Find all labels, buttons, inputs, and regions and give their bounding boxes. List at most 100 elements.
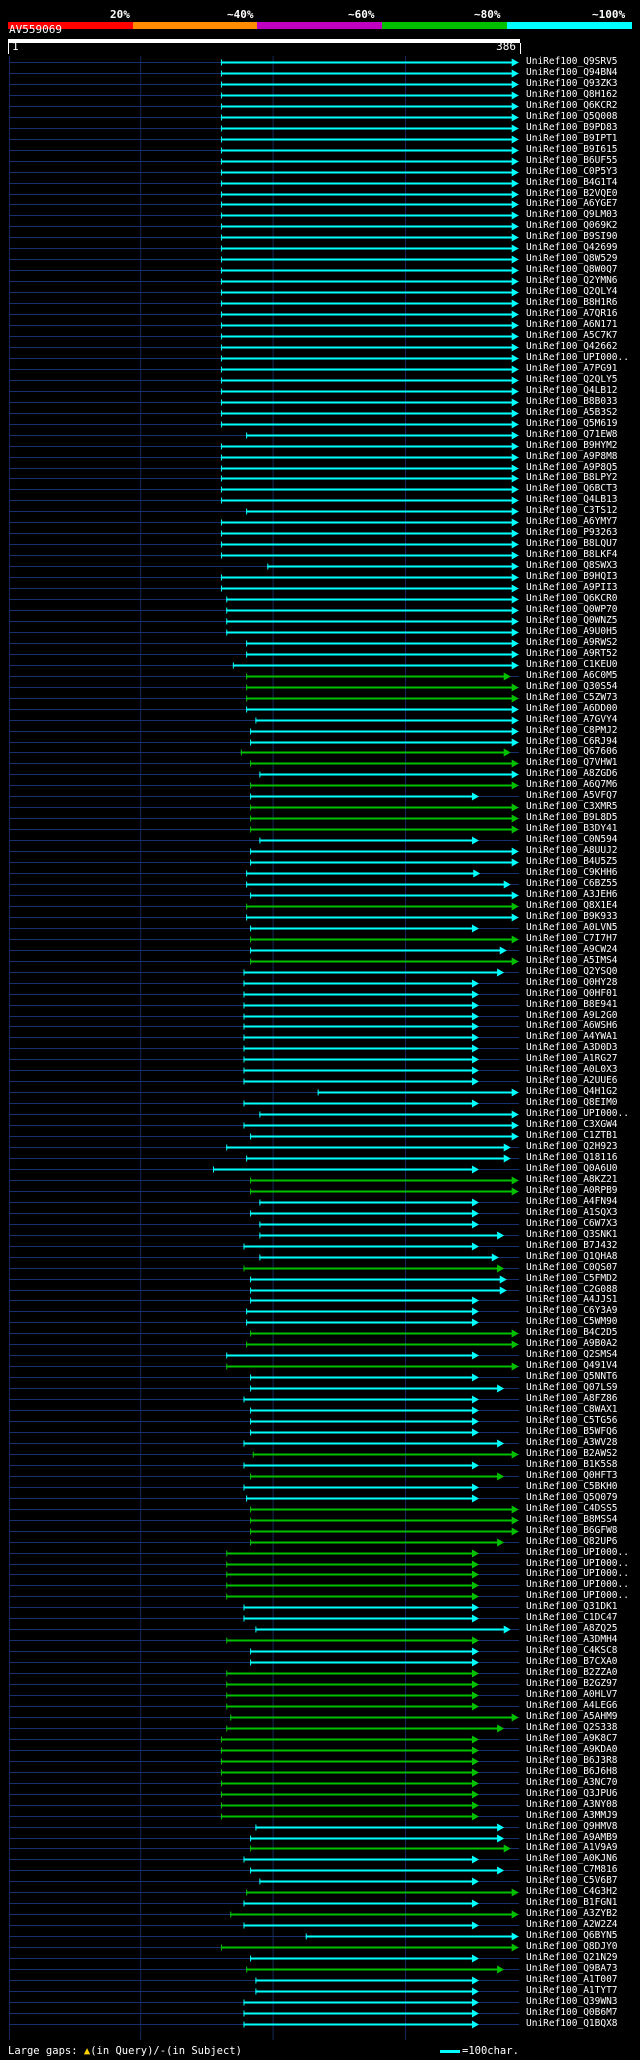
- hit-label[interactable]: UniRef100_B8B033: [526, 396, 618, 407]
- hit-label[interactable]: UniRef100_UPI000..: [526, 352, 629, 363]
- hit-label[interactable]: UniRef100_A9RWS2: [526, 637, 618, 648]
- hit-label[interactable]: UniRef100_A3DMH4: [526, 1634, 618, 1645]
- hit-label[interactable]: UniRef100_A9PII3: [526, 582, 618, 593]
- hit-label[interactable]: UniRef100_C6W7X3: [526, 1218, 618, 1229]
- hit-label[interactable]: UniRef100_B6J3R8: [526, 1755, 618, 1766]
- hit-label[interactable]: UniRef100_C5V6B7: [526, 1875, 618, 1886]
- hit-label[interactable]: UniRef100_B4C2D5: [526, 1327, 618, 1338]
- hit-label[interactable]: UniRef100_A5AHM9: [526, 1711, 618, 1722]
- hit-label[interactable]: UniRef100_Q0HF01: [526, 988, 618, 999]
- hit-label[interactable]: UniRef100_C3TS12: [526, 505, 618, 516]
- hit-label[interactable]: UniRef100_Q1QHA8: [526, 1251, 618, 1262]
- hit-label[interactable]: UniRef100_A7PG91: [526, 363, 618, 374]
- hit-label[interactable]: UniRef100_A6YMY7: [526, 516, 618, 527]
- hit-label[interactable]: UniRef100_UPI000..: [526, 1547, 629, 1558]
- hit-label[interactable]: UniRef100_A5IMS4: [526, 955, 618, 966]
- hit-label[interactable]: UniRef100_C5FMD2: [526, 1273, 618, 1284]
- hit-label[interactable]: UniRef100_Q4LB12: [526, 385, 618, 396]
- hit-label[interactable]: UniRef100_B9L8D5: [526, 812, 618, 823]
- hit-label[interactable]: UniRef100_Q31DK1: [526, 1601, 618, 1612]
- hit-label[interactable]: UniRef100_Q1BQX8: [526, 2018, 618, 2029]
- hit-label[interactable]: UniRef100_Q07LS9: [526, 1382, 618, 1393]
- hit-label[interactable]: UniRef100_A0LVN5: [526, 922, 618, 933]
- hit-label[interactable]: UniRef100_B9HQI3: [526, 571, 618, 582]
- hit-label[interactable]: UniRef100_Q7VHW1: [526, 757, 618, 768]
- hit-label[interactable]: UniRef100_Q9HMV8: [526, 1821, 618, 1832]
- hit-label[interactable]: UniRef100_B8H1R6: [526, 297, 618, 308]
- hit-label[interactable]: UniRef100_Q3JPU6: [526, 1788, 618, 1799]
- hit-label[interactable]: UniRef100_A1T007: [526, 1974, 618, 1985]
- hit-label[interactable]: UniRef100_Q6KCR0: [526, 593, 618, 604]
- hit-label[interactable]: UniRef100_A3JEH6: [526, 889, 618, 900]
- hit-label[interactable]: UniRef100_A9P8Q5: [526, 462, 618, 473]
- hit-label[interactable]: UniRef100_Q8H162: [526, 89, 618, 100]
- hit-label[interactable]: UniRef100_B1FGN1: [526, 1897, 618, 1908]
- hit-label[interactable]: UniRef100_A6N171: [526, 319, 618, 330]
- hit-label[interactable]: UniRef100_A0KJN6: [526, 1853, 618, 1864]
- hit-label[interactable]: UniRef100_Q2H923: [526, 1141, 618, 1152]
- hit-label[interactable]: UniRef100_Q8W529: [526, 253, 618, 264]
- hit-label[interactable]: UniRef100_Q93ZK3: [526, 78, 618, 89]
- hit-label[interactable]: UniRef100_Q2QLY5: [526, 374, 618, 385]
- hit-label[interactable]: UniRef100_C3XMR5: [526, 801, 618, 812]
- hit-label[interactable]: UniRef100_Q0B6M7: [526, 2007, 618, 2018]
- hit-label[interactable]: UniRef100_A9U0H5: [526, 626, 618, 637]
- hit-label[interactable]: UniRef100_B2ZZA0: [526, 1667, 618, 1678]
- hit-label[interactable]: UniRef100_C6BZ55: [526, 878, 618, 889]
- hit-label[interactable]: UniRef100_A0L0X3: [526, 1064, 618, 1075]
- hit-label[interactable]: UniRef100_B5WFQ6: [526, 1426, 618, 1437]
- hit-label[interactable]: UniRef100_C4DSS5: [526, 1503, 618, 1514]
- hit-label[interactable]: UniRef100_B2AWS2: [526, 1448, 618, 1459]
- hit-label[interactable]: UniRef100_Q0HFT3: [526, 1470, 618, 1481]
- hit-label[interactable]: UniRef100_C6RJ94: [526, 736, 618, 747]
- hit-label[interactable]: UniRef100_A0RPB9: [526, 1185, 618, 1196]
- hit-label[interactable]: UniRef100_B8LQU7: [526, 538, 618, 549]
- hit-label[interactable]: UniRef100_B6UF55: [526, 155, 618, 166]
- hit-label[interactable]: UniRef100_Q82UP6: [526, 1536, 618, 1547]
- hit-label[interactable]: UniRef100_Q5NNT6: [526, 1371, 618, 1382]
- hit-label[interactable]: UniRef100_Q9BA73: [526, 1963, 618, 1974]
- hit-label[interactable]: UniRef100_Q0WNZ5: [526, 615, 618, 626]
- hit-label[interactable]: UniRef100_A9K8C7: [526, 1733, 618, 1744]
- hit-label[interactable]: UniRef100_Q94BN4: [526, 67, 618, 78]
- hit-label[interactable]: UniRef100_A9P8M8: [526, 451, 618, 462]
- hit-label[interactable]: UniRef100_C2G088: [526, 1284, 618, 1295]
- hit-label[interactable]: UniRef100_A6WSH6: [526, 1020, 618, 1031]
- hit-label[interactable]: UniRef100_B9HYM2: [526, 440, 618, 451]
- hit-label[interactable]: UniRef100_Q8EIM0: [526, 1097, 618, 1108]
- hit-label[interactable]: UniRef100_Q3SNK1: [526, 1229, 618, 1240]
- hit-label[interactable]: UniRef100_C3XGW4: [526, 1119, 618, 1130]
- hit-label[interactable]: UniRef100_Q069K2: [526, 220, 618, 231]
- hit-label[interactable]: UniRef100_Q491V4: [526, 1360, 618, 1371]
- hit-label[interactable]: UniRef100_B8E941: [526, 999, 618, 1010]
- hit-label[interactable]: UniRef100_Q8W0Q7: [526, 264, 618, 275]
- hit-label[interactable]: UniRef100_Q6BCT3: [526, 483, 618, 494]
- hit-label[interactable]: UniRef100_A4JJS1: [526, 1294, 618, 1305]
- hit-label[interactable]: UniRef100_C0QS07: [526, 1262, 618, 1273]
- hit-label[interactable]: UniRef100_C5BKH0: [526, 1481, 618, 1492]
- hit-label[interactable]: UniRef100_Q8SWX3: [526, 560, 618, 571]
- hit-label[interactable]: UniRef100_A9KDA0: [526, 1744, 618, 1755]
- hit-label[interactable]: UniRef100_C4KSC8: [526, 1645, 618, 1656]
- hit-label[interactable]: UniRef100_C7I7H7: [526, 933, 618, 944]
- hit-label[interactable]: UniRef100_Q42699: [526, 242, 618, 253]
- hit-label[interactable]: UniRef100_A8ZGD6: [526, 768, 618, 779]
- hit-label[interactable]: UniRef100_Q2S338: [526, 1722, 618, 1733]
- hit-label[interactable]: UniRef100_C1KEU0: [526, 659, 618, 670]
- hit-label[interactable]: UniRef100_A8ZQ25: [526, 1623, 618, 1634]
- hit-label[interactable]: UniRef100_A1SQX3: [526, 1207, 618, 1218]
- hit-label[interactable]: UniRef100_B8MSS4: [526, 1514, 618, 1525]
- hit-label[interactable]: UniRef100_A1TYT7: [526, 1985, 618, 1996]
- hit-label[interactable]: UniRef100_B9K933: [526, 911, 618, 922]
- hit-label[interactable]: UniRef100_B7J432: [526, 1240, 618, 1251]
- hit-label[interactable]: UniRef100_Q2QLY4: [526, 286, 618, 297]
- hit-label[interactable]: UniRef100_C1ZTB1: [526, 1130, 618, 1141]
- hit-label[interactable]: UniRef100_A9RT52: [526, 648, 618, 659]
- hit-label[interactable]: UniRef100_Q6KCR2: [526, 100, 618, 111]
- hit-label[interactable]: UniRef100_Q0WP70: [526, 604, 618, 615]
- hit-label[interactable]: UniRef100_A6C0M5: [526, 670, 618, 681]
- hit-label[interactable]: UniRef100_C0N594: [526, 834, 618, 845]
- hit-label[interactable]: UniRef100_Q8DJY0: [526, 1941, 618, 1952]
- hit-label[interactable]: UniRef100_A8FZ86: [526, 1393, 618, 1404]
- hit-label[interactable]: UniRef100_A3D0D3: [526, 1042, 618, 1053]
